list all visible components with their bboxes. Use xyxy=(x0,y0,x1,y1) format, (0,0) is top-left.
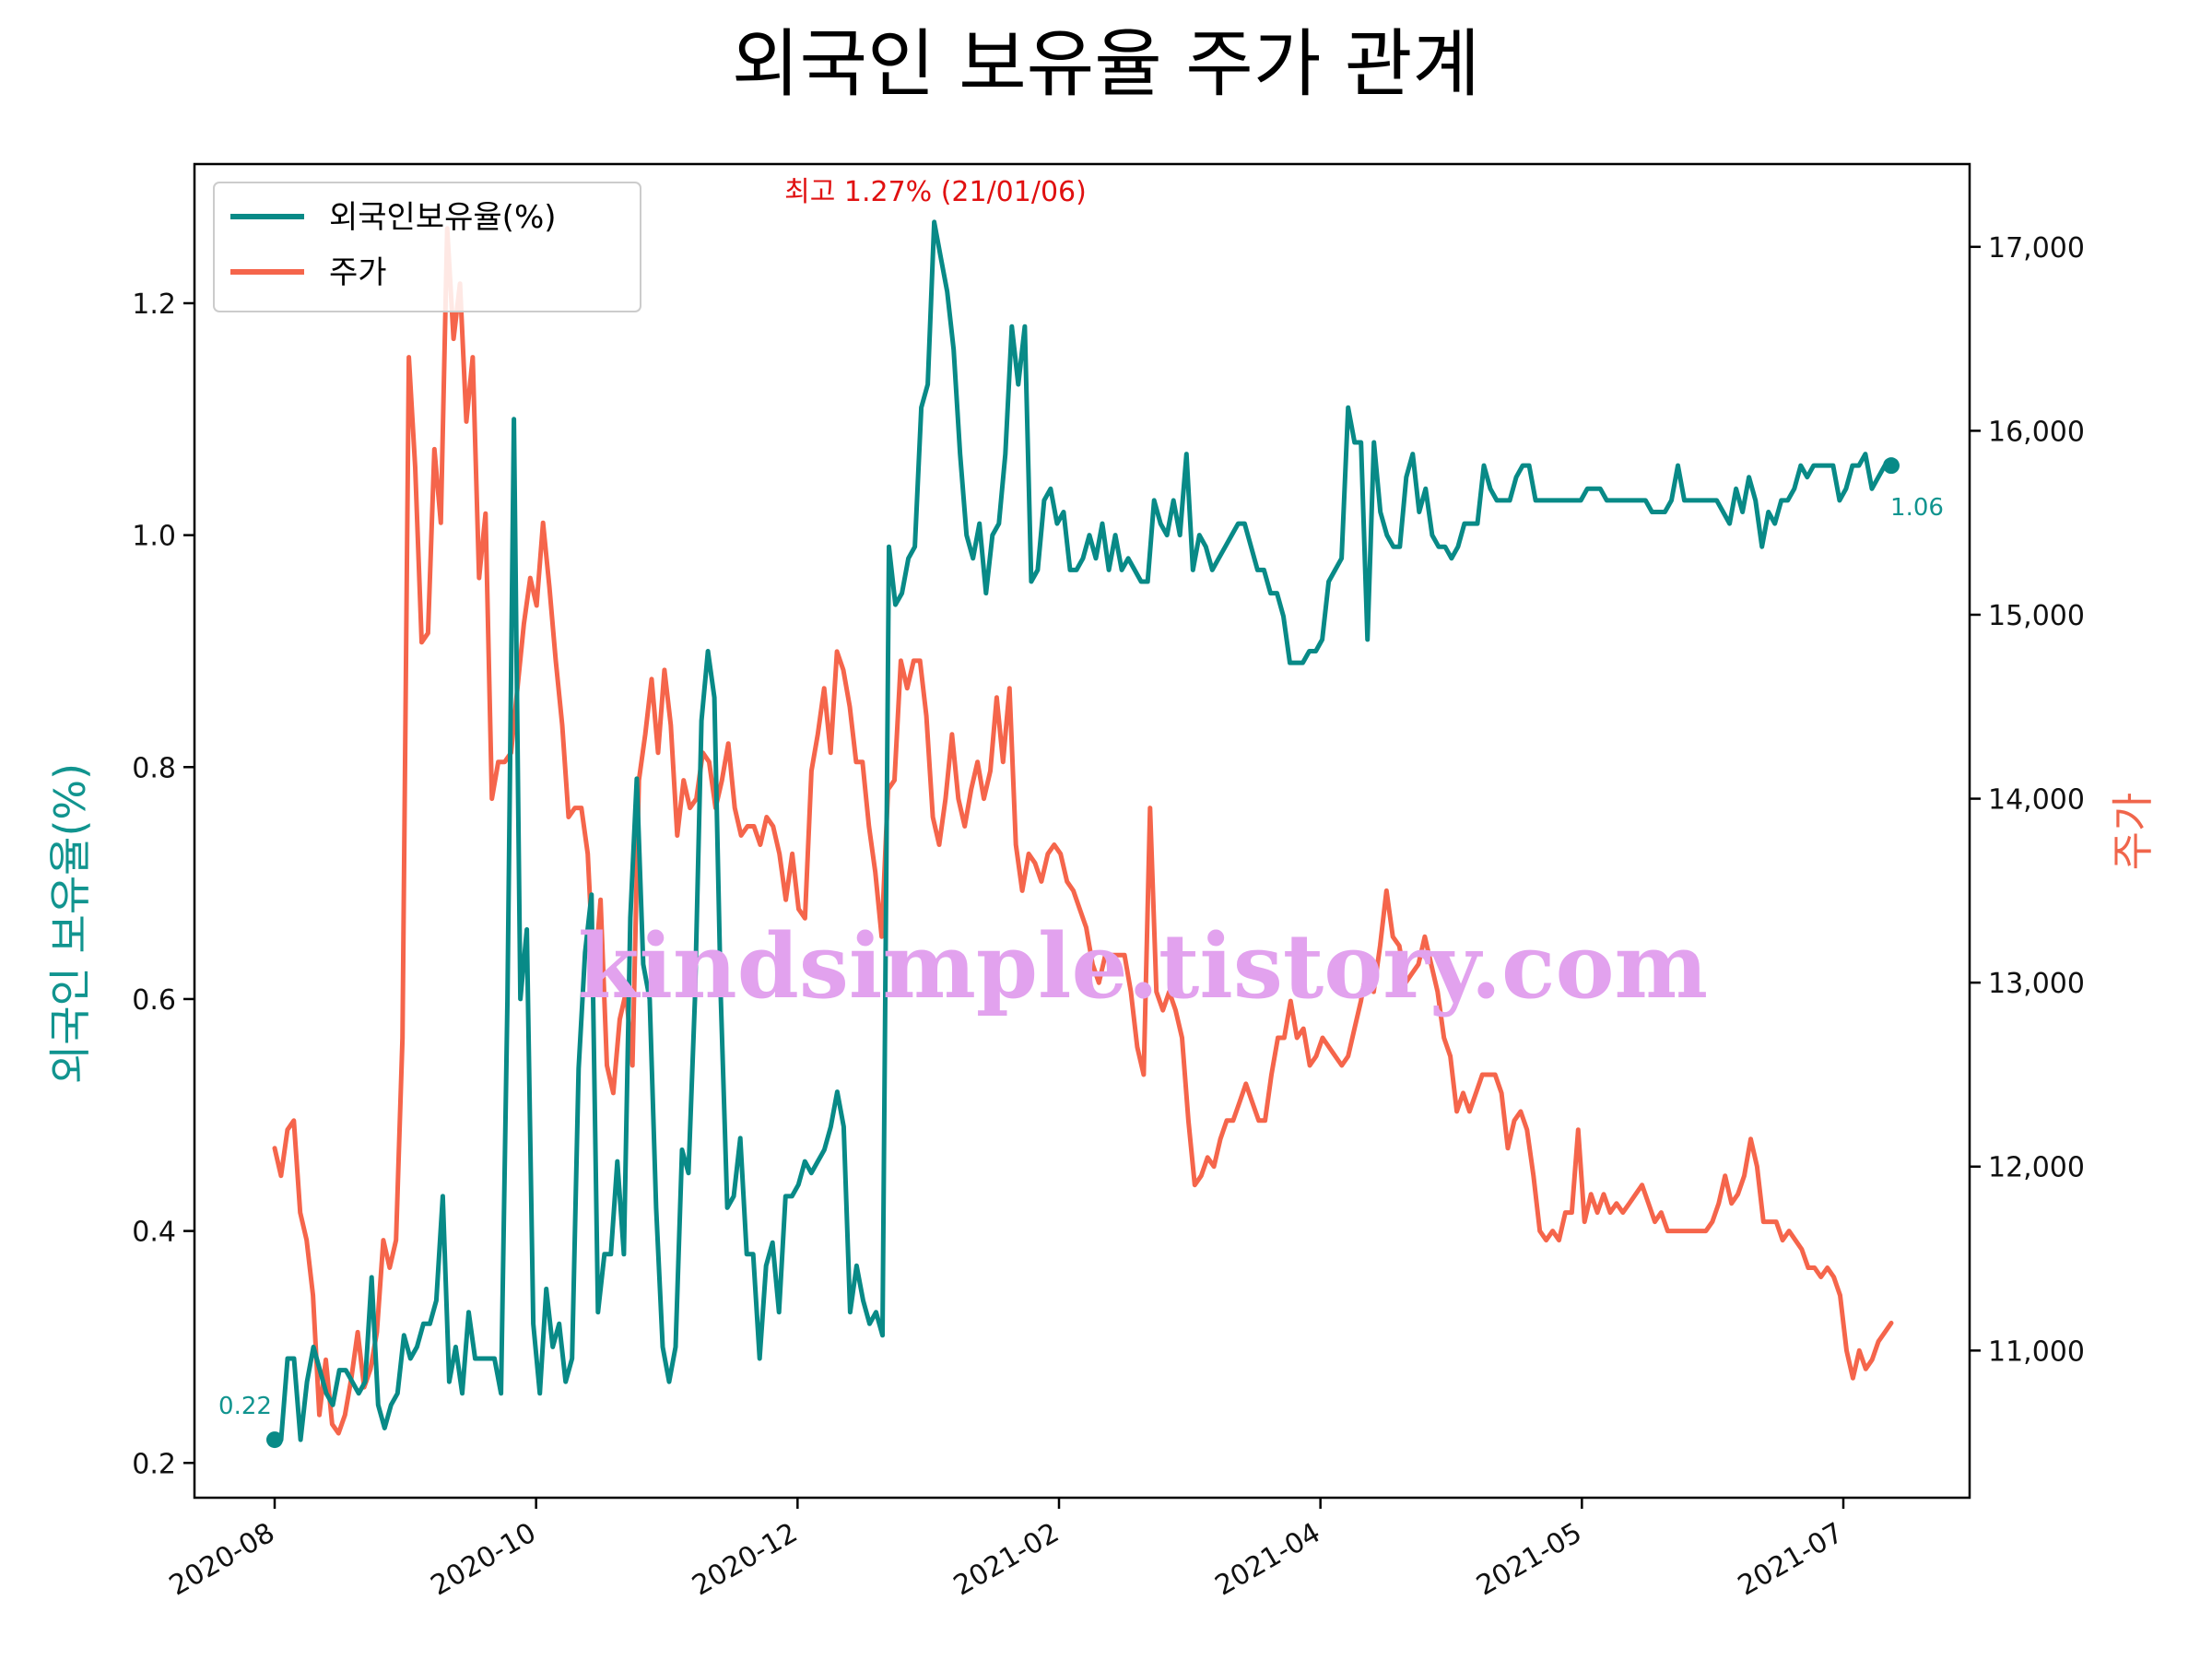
right-tick-label-4: 15,000 xyxy=(1988,600,2085,632)
end-point-marker xyxy=(1883,457,1900,475)
x-tick-label-2: 2020-12 xyxy=(687,1517,803,1603)
right-tick-label-2: 13,000 xyxy=(1988,968,2085,1000)
plot-area xyxy=(193,162,1971,1500)
series-lines xyxy=(272,219,1894,1442)
legend: 외국인보유율(%) 주가 xyxy=(213,182,641,312)
x-tick-label-3: 2021-02 xyxy=(948,1517,1065,1603)
x-tick-label-4: 2021-04 xyxy=(1210,1517,1326,1603)
right-y-axis: 11,000 12,000 13,000 14,000 15,000 16,000 17,0… xyxy=(1970,232,2085,1368)
legend-label-foreign-rate: 외국인보유율(%) xyxy=(329,199,557,236)
x-tick-label-1: 2020-10 xyxy=(426,1517,542,1603)
start-value-label: 0.22 xyxy=(218,1393,272,1420)
x-axis: 2020-08 2020-10 2020-12 2021-02 2021-04 2021-… xyxy=(164,1498,1849,1603)
foreign-rate-line xyxy=(272,219,1894,1442)
max-annotation: 최고 1.27% (21/01/06) xyxy=(784,176,1087,208)
start-point-marker xyxy=(266,1431,283,1449)
left-tick-label-2: 0.6 xyxy=(132,984,176,1017)
right-tick-label-6: 17,000 xyxy=(1988,232,2085,265)
left-tick-label-4: 1.0 xyxy=(132,521,176,553)
left-tick-label-1: 0.4 xyxy=(132,1217,176,1249)
right-axis-label: 주가 xyxy=(2108,793,2158,871)
end-value-label: 1.06 xyxy=(1890,494,1944,522)
x-tick-label-0: 2020-08 xyxy=(164,1517,280,1603)
right-tick-label-5: 16,000 xyxy=(1988,416,2085,448)
x-tick-label-6: 2021-07 xyxy=(1733,1517,1849,1603)
left-axis-label: 외국인 보유율(%) xyxy=(45,763,95,1084)
right-tick-label-1: 12,000 xyxy=(1988,1152,2085,1184)
x-tick-label-5: 2021-05 xyxy=(1471,1517,1587,1603)
right-tick-label-0: 11,000 xyxy=(1988,1335,2085,1368)
left-tick-label-3: 0.8 xyxy=(132,752,176,784)
left-y-axis: 0.2 0.4 0.6 0.8 1.0 1.2 xyxy=(132,288,194,1480)
price-line xyxy=(272,226,1894,1436)
watermark: kindsimple.tistory.com xyxy=(578,914,1708,1018)
legend-label-price: 주가 xyxy=(329,254,387,291)
left-tick-label-0: 0.2 xyxy=(132,1448,176,1480)
right-tick-label-3: 14,000 xyxy=(1988,784,2085,817)
left-tick-label-5: 1.2 xyxy=(132,288,176,321)
chart-title: 외국인 보유율 주가 관계 xyxy=(732,21,1480,107)
legend-box xyxy=(213,182,641,312)
